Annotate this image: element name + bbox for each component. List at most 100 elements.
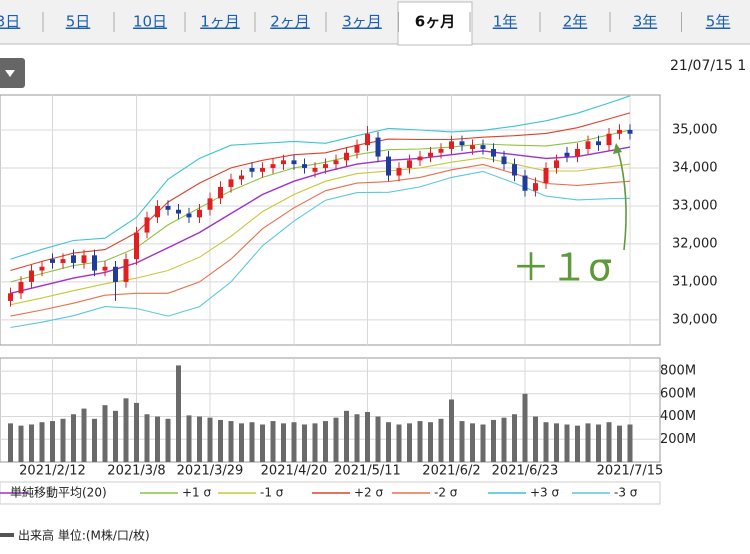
volume-bar (491, 419, 496, 462)
volume-bar (396, 424, 402, 462)
tab[interactable]: 2年 (563, 13, 588, 31)
candle-body (239, 175, 244, 180)
volume-bar (596, 424, 601, 462)
tab[interactable]: 5年 (706, 13, 731, 31)
tab[interactable]: 3日 (0, 13, 20, 31)
volume-bar (81, 408, 87, 462)
legend-label: +3 σ (530, 486, 560, 500)
candle-body (512, 164, 517, 176)
legend-label: -3 σ (614, 486, 638, 500)
volume-bar (533, 416, 538, 462)
candle-body (39, 266, 45, 271)
candle-body (575, 148, 580, 157)
candle-body (144, 217, 150, 233)
candle-body (18, 281, 24, 294)
volume-tick-label: 600M (660, 386, 696, 401)
legend-label: +1 σ (182, 486, 212, 500)
candle-body (606, 133, 612, 146)
volume-bar (323, 421, 328, 462)
volume-bar (71, 414, 76, 462)
volume-bar (291, 422, 297, 462)
candle-body (428, 152, 433, 157)
volume-bar (554, 423, 559, 462)
volume-bar (512, 414, 517, 462)
tab[interactable]: 3年 (633, 13, 658, 31)
volume-bar (123, 398, 129, 462)
volume-bar (260, 424, 265, 462)
volume-bar (407, 423, 412, 462)
candle-body (323, 164, 328, 168)
candle-body (92, 255, 97, 271)
candle-body (29, 270, 34, 282)
candle-body (417, 156, 423, 161)
volume-panel (0, 357, 661, 463)
x-tick-label: 2021/6/2 (422, 464, 480, 479)
candle-body (81, 255, 87, 263)
tab[interactable]: 10日 (133, 13, 167, 31)
volume-bar (428, 422, 433, 462)
volume-bar (333, 417, 339, 462)
candle-body (113, 266, 118, 282)
volume-bar (522, 393, 528, 462)
tab[interactable]: 3ヶ月 (342, 13, 382, 31)
candle-body (480, 145, 486, 149)
candle-body (197, 209, 202, 218)
volume-bar (60, 418, 66, 462)
candle-body (8, 293, 13, 301)
candle-body (396, 167, 402, 176)
candle-body (165, 205, 171, 210)
volume-bar (627, 424, 633, 462)
tab[interactable]: 2ヶ月 (270, 13, 310, 31)
tab[interactable]: 6ヶ月 (415, 13, 455, 31)
candle-body (470, 145, 475, 149)
volume-bar (144, 414, 150, 462)
volume-bar (585, 423, 591, 462)
volume-bar (365, 411, 370, 462)
candle-body (60, 259, 66, 263)
volume-bar (344, 410, 349, 462)
x-tick-label: 2021/3/8 (107, 464, 165, 479)
volume-bar (39, 422, 45, 462)
candle-body (281, 160, 286, 165)
volume-bar (197, 416, 202, 462)
candle-body (134, 232, 139, 260)
candle-body (344, 152, 349, 161)
candle-body (627, 129, 633, 134)
candle-body (186, 213, 192, 218)
volume-bar (113, 410, 118, 462)
volume-bar (249, 422, 255, 462)
volume-bar (218, 419, 223, 462)
candle-body (270, 164, 276, 168)
volume-bar (102, 405, 108, 462)
candle-body (333, 160, 339, 165)
volume-bar (281, 423, 286, 462)
candle-body (617, 129, 622, 134)
annotation-arrow (617, 149, 627, 251)
volume-bar (375, 416, 381, 462)
volume-legend-swatch (0, 533, 14, 537)
candle-body (302, 164, 307, 168)
y-tick-label: 34,000 (672, 160, 718, 175)
x-tick-label: 2021/2/12 (19, 464, 86, 479)
volume-tick-label: 800M (660, 364, 696, 379)
candle-body (522, 175, 528, 191)
candle-body (218, 186, 223, 199)
active-tab (397, 1, 473, 46)
candle-body (501, 156, 507, 165)
volume-bar (29, 424, 34, 462)
x-tick-label: 2021/3/29 (177, 464, 244, 479)
tab[interactable]: 1年 (493, 13, 518, 31)
candle-body (291, 160, 297, 165)
volume-bar (50, 421, 55, 462)
volume-tick-label: 400M (660, 409, 696, 424)
volume-bar (480, 424, 486, 462)
tab[interactable]: 5日 (66, 13, 91, 31)
y-tick-label: 35,000 (672, 122, 718, 137)
candle-body (365, 133, 370, 146)
volume-bar (302, 424, 307, 462)
tab[interactable]: 1ヶ月 (200, 13, 240, 31)
candle-body (596, 141, 601, 146)
volume-bar (386, 422, 391, 462)
